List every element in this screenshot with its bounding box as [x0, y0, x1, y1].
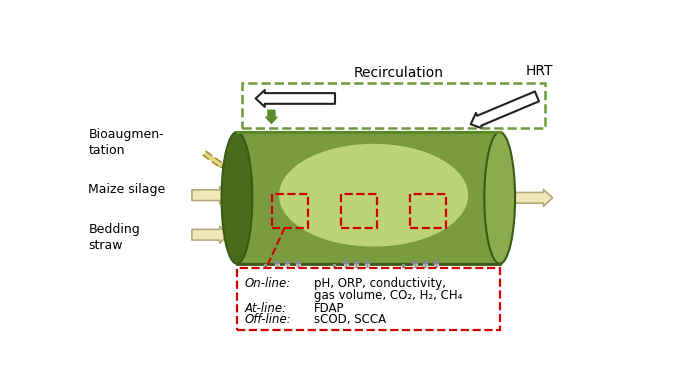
Text: Recirculation: Recirculation: [353, 66, 444, 80]
Ellipse shape: [284, 260, 290, 264]
Ellipse shape: [273, 260, 280, 264]
Text: Bedding
straw: Bedding straw: [88, 223, 140, 252]
Ellipse shape: [353, 260, 360, 264]
Ellipse shape: [295, 260, 301, 264]
Text: Off-line:: Off-line:: [245, 313, 292, 326]
Ellipse shape: [342, 260, 349, 264]
Text: FDAP: FDAP: [314, 302, 345, 315]
Bar: [237, 268, 500, 330]
Text: Bioaugmen-
tation: Bioaugmen- tation: [88, 128, 164, 157]
Ellipse shape: [279, 144, 468, 247]
Bar: [237, 132, 500, 264]
Bar: [242, 83, 545, 127]
Ellipse shape: [422, 260, 429, 264]
Bar: [410, 194, 446, 227]
Ellipse shape: [433, 260, 439, 264]
Ellipse shape: [412, 260, 418, 264]
Text: On-line:: On-line:: [245, 277, 291, 290]
Text: sCOD, SCCA: sCOD, SCCA: [314, 313, 386, 326]
Text: gas volume, CO₂, H₂, CH₄: gas volume, CO₂, H₂, CH₄: [314, 289, 462, 302]
Ellipse shape: [221, 132, 252, 264]
Bar: [272, 194, 308, 227]
Text: Maize silage: Maize silage: [88, 183, 166, 196]
Ellipse shape: [364, 260, 370, 264]
Ellipse shape: [484, 132, 515, 264]
Text: At-line:: At-line:: [245, 302, 287, 315]
Text: pH, ORP, conductivity,: pH, ORP, conductivity,: [314, 277, 446, 290]
Bar: [341, 194, 377, 227]
Text: HRT: HRT: [526, 64, 553, 79]
